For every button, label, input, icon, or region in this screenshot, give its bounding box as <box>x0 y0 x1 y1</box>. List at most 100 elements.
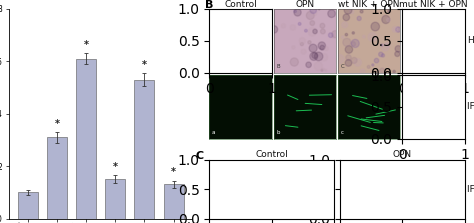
Circle shape <box>331 35 334 38</box>
Circle shape <box>238 17 247 26</box>
Text: a: a <box>212 130 215 135</box>
Circle shape <box>396 27 401 32</box>
Circle shape <box>360 10 363 13</box>
Text: IF: MMP-9: IF: MMP-9 <box>467 102 474 112</box>
Text: b: b <box>345 210 348 215</box>
Circle shape <box>309 8 317 17</box>
Circle shape <box>212 25 218 30</box>
Title: OPN: OPN <box>392 151 412 159</box>
Circle shape <box>411 6 418 13</box>
Circle shape <box>385 42 390 47</box>
Circle shape <box>320 29 325 34</box>
Circle shape <box>446 21 453 28</box>
Circle shape <box>301 43 303 46</box>
Text: B: B <box>205 0 213 10</box>
Circle shape <box>314 62 322 70</box>
Title: Control: Control <box>224 0 257 9</box>
Circle shape <box>415 40 417 42</box>
Text: C: C <box>195 151 203 161</box>
Circle shape <box>343 14 349 21</box>
Circle shape <box>407 19 412 24</box>
Circle shape <box>453 71 456 73</box>
Text: *: * <box>171 167 176 178</box>
Text: *: * <box>83 40 89 50</box>
Circle shape <box>281 24 285 28</box>
Text: D: D <box>405 64 409 69</box>
Title: Control: Control <box>255 151 288 159</box>
Circle shape <box>395 45 401 52</box>
Circle shape <box>447 25 452 31</box>
Text: *: * <box>142 60 147 70</box>
Circle shape <box>382 15 390 24</box>
Circle shape <box>320 53 328 61</box>
Circle shape <box>336 55 344 63</box>
Circle shape <box>349 9 354 14</box>
Text: IF: pNIK: IF: pNIK <box>467 185 474 194</box>
Circle shape <box>212 21 216 25</box>
Circle shape <box>405 29 408 32</box>
Circle shape <box>226 13 228 16</box>
Circle shape <box>435 16 437 18</box>
Circle shape <box>420 30 422 32</box>
Circle shape <box>345 46 353 53</box>
Circle shape <box>374 58 379 63</box>
Circle shape <box>264 66 272 74</box>
Circle shape <box>405 24 407 25</box>
Circle shape <box>270 26 278 33</box>
Circle shape <box>371 22 380 31</box>
Circle shape <box>244 60 248 64</box>
Circle shape <box>298 23 301 25</box>
Circle shape <box>218 18 224 24</box>
Circle shape <box>415 26 419 30</box>
Circle shape <box>382 44 389 51</box>
Circle shape <box>368 33 377 41</box>
Circle shape <box>455 66 457 68</box>
Circle shape <box>318 42 326 50</box>
Circle shape <box>325 69 327 71</box>
Text: d: d <box>405 130 408 135</box>
Circle shape <box>211 53 216 58</box>
Circle shape <box>441 26 444 29</box>
Circle shape <box>439 35 443 39</box>
Circle shape <box>380 68 384 73</box>
Circle shape <box>357 16 361 21</box>
Bar <box>135 80 155 219</box>
Bar <box>18 192 37 219</box>
Circle shape <box>436 47 443 54</box>
Circle shape <box>239 30 247 38</box>
Circle shape <box>345 33 347 36</box>
Circle shape <box>431 68 438 76</box>
Text: C: C <box>340 64 344 69</box>
Circle shape <box>290 58 298 66</box>
Circle shape <box>308 28 317 36</box>
Circle shape <box>442 52 444 54</box>
Circle shape <box>260 22 264 25</box>
Circle shape <box>292 46 295 49</box>
Circle shape <box>379 52 383 57</box>
Circle shape <box>312 53 318 58</box>
Circle shape <box>342 22 347 28</box>
Circle shape <box>314 52 323 61</box>
Circle shape <box>351 42 356 46</box>
Circle shape <box>313 29 317 34</box>
Circle shape <box>352 32 355 34</box>
Circle shape <box>229 50 232 54</box>
Circle shape <box>363 35 365 38</box>
Circle shape <box>426 69 431 74</box>
Circle shape <box>381 54 384 57</box>
Circle shape <box>372 64 374 66</box>
Text: *: * <box>113 162 118 172</box>
Bar <box>76 59 96 219</box>
Circle shape <box>427 12 432 17</box>
Bar <box>47 137 67 219</box>
Circle shape <box>441 60 446 65</box>
Circle shape <box>320 45 325 50</box>
Title: mut NIK + OPN: mut NIK + OPN <box>399 0 468 9</box>
Circle shape <box>309 44 317 52</box>
Circle shape <box>250 41 253 44</box>
Circle shape <box>345 60 352 66</box>
Circle shape <box>299 38 306 44</box>
Circle shape <box>246 10 249 14</box>
Circle shape <box>401 66 404 70</box>
Circle shape <box>387 18 390 22</box>
